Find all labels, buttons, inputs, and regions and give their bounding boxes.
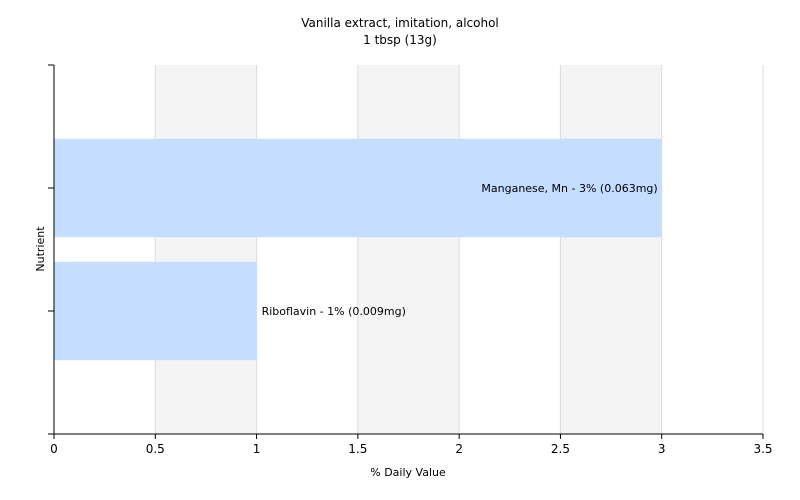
plot-band xyxy=(54,65,156,434)
plot-background-bands xyxy=(54,65,763,434)
x-tick-labels: 0 0.5 1 1.5 2 2.5 3 3.5 xyxy=(50,442,772,456)
bar-data-label: Riboflavin - 1% (0.009mg) xyxy=(262,305,406,318)
chart-title: Vanilla extract, imitation, alcohol xyxy=(301,16,499,30)
chart-subtitle: 1 tbsp (13g) xyxy=(363,33,437,47)
plot-band xyxy=(661,65,763,434)
x-axis-label: % Daily Value xyxy=(370,466,446,479)
plot-band xyxy=(155,65,257,434)
bar xyxy=(54,138,662,238)
axes xyxy=(48,64,764,439)
plot-band xyxy=(560,65,662,434)
x-tick-label: 1 xyxy=(253,442,261,456)
x-tick-label: 0 xyxy=(50,442,58,456)
x-tick-label: 3.5 xyxy=(753,442,772,456)
x-tick-label: 2 xyxy=(455,442,463,456)
data-labels: Manganese, Mn - 3% (0.063mg) Riboflavin -… xyxy=(262,182,658,318)
bar-data-label: Manganese, Mn - 3% (0.063mg) xyxy=(481,182,657,195)
plot-band xyxy=(459,65,561,434)
bar xyxy=(54,261,257,361)
x-tick-label: 2.5 xyxy=(551,442,570,456)
x-tick-label: 0.5 xyxy=(146,442,165,456)
y-axis-label: Nutrient xyxy=(34,226,47,272)
grid-lines xyxy=(154,65,764,434)
plot-band xyxy=(256,65,358,434)
x-tick-label: 1.5 xyxy=(348,442,367,456)
plot-band xyxy=(357,65,460,434)
bars xyxy=(54,138,662,361)
x-tick-label: 3 xyxy=(658,442,666,456)
